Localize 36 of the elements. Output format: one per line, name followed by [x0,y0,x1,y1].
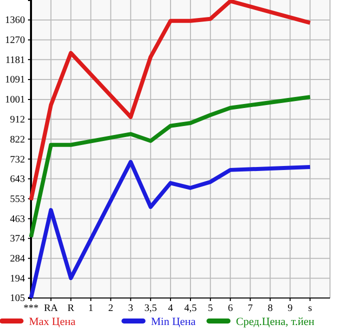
x-tick-label: 8 [268,303,273,314]
x-tick-label: 4 [168,303,174,314]
x-tick-label: 1 [88,303,94,314]
x-tick-label: 2 [108,303,114,314]
y-tick-label: 284 [10,254,25,265]
legend-label: Min Цена [151,316,196,328]
x-tick-label: 9 [288,303,293,314]
legend-label: Max Цена [29,316,76,328]
x-tick-label: R [68,303,75,314]
x-tick-label: 6 [228,303,233,314]
x-tick-label: 3,5 [144,303,157,314]
y-tick-label: 374 [10,234,25,245]
y-tick-label: 1091 [5,74,25,86]
legend-label: Сред.Цена, т.йен [236,316,315,328]
line-series [29,0,312,202]
y-tick-label: 822 [10,134,25,146]
y-tick-label: 1270 [5,35,25,46]
x-tick-label: 3 [128,303,134,314]
x-tick-label: 4,5 [184,303,197,314]
y-tick-label: 912 [10,114,25,126]
x-tick-label: RA [44,303,59,314]
x-tick-label: 7 [248,303,253,314]
y-tick-label: 194 [10,273,25,284]
y-tick-label: 732 [10,154,25,166]
line-series [29,160,312,300]
x-tick-label: *** [24,303,38,314]
y-tick-label: 463 [10,214,25,225]
line-series [29,95,312,240]
y-tick-label: 1001 [5,94,25,106]
y-tick-label: 553 [10,194,25,205]
y-tick-label: 643 [10,174,25,185]
y-tick-label: 1181 [5,54,25,66]
x-tick-label: 5 [208,303,213,314]
y-tick-label: 1360 [5,15,25,26]
x-tick-label: s [308,303,312,314]
y-tick-label: 105 [10,293,25,304]
